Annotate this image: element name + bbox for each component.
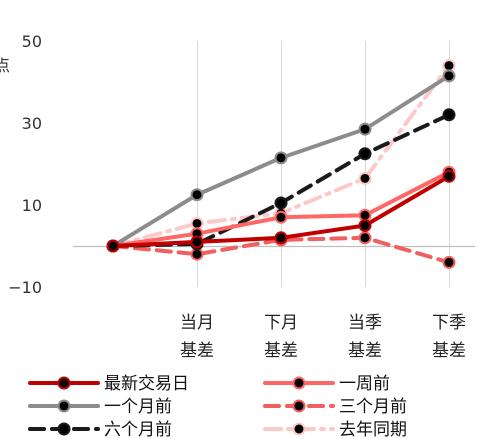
legend-swatch-marker [292, 399, 306, 413]
legend-swatch-marker [292, 376, 306, 390]
data-point [274, 231, 288, 245]
data-point [274, 196, 288, 210]
y-tick-label: 50 [22, 32, 42, 51]
x-tick-label: 当季 [348, 313, 382, 333]
data-point [274, 151, 288, 165]
data-point [106, 239, 120, 253]
data-point [358, 231, 372, 245]
data-point [274, 210, 288, 224]
x-tick-label: 下季 [432, 313, 466, 333]
y-axis-label: 点 [0, 56, 10, 75]
data-point [358, 171, 372, 185]
legend-label: 三个月前 [339, 397, 407, 417]
x-tick-label: 基差 [432, 341, 466, 361]
data-point [442, 108, 456, 122]
y-tick-label: 30 [22, 114, 42, 133]
data-point [442, 69, 456, 83]
legend-label: 最新交易日 [104, 374, 189, 394]
x-tick-label: 基差 [348, 341, 382, 361]
data-point [442, 169, 456, 183]
y-axis: 50 30 10 −10 点 [0, 32, 42, 297]
x-tick-label: 下月 [264, 313, 298, 333]
legend-label: 一个月前 [104, 397, 172, 417]
series-layer [106, 59, 456, 269]
legend-swatch-marker [57, 399, 71, 413]
legend-swatch-marker [292, 422, 306, 436]
x-tick-label: 基差 [264, 341, 298, 361]
data-point [190, 188, 204, 202]
legend-label: 一周前 [339, 374, 390, 394]
legend-label: 去年同期 [339, 420, 407, 439]
gridlines [73, 41, 475, 287]
data-point [442, 255, 456, 269]
x-tick-label: 当月 [180, 313, 214, 333]
y-tick-label: 10 [22, 196, 42, 215]
y-tick-label: −10 [8, 278, 42, 297]
data-point [358, 147, 372, 161]
legend-swatch-marker [57, 422, 71, 436]
x-tick-label: 基差 [180, 341, 214, 361]
legend-swatch-marker [57, 376, 71, 390]
data-point [358, 122, 372, 136]
legend-label: 六个月前 [104, 420, 172, 439]
data-point [358, 219, 372, 232]
data-point [190, 235, 204, 249]
